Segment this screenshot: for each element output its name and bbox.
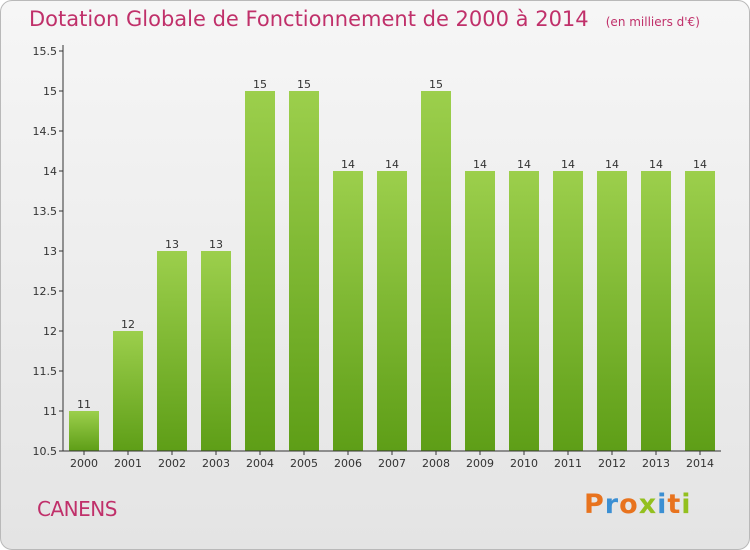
x-tick-label-2013: 2013 (642, 457, 670, 470)
value-label-2012: 14 (605, 158, 619, 171)
bar-group (69, 91, 715, 451)
y-tick-label-11.5: 11.5 (33, 365, 58, 378)
bar-2011 (553, 171, 583, 451)
x-tick-label-2011: 2011 (554, 457, 582, 470)
value-label-2014: 14 (693, 158, 707, 171)
y-tick-label-11: 11 (43, 405, 57, 418)
logo-letter: P (584, 489, 605, 520)
x-tick-label-2010: 2010 (510, 457, 538, 470)
axes: 2000 2001 2002 2003 2004 2005 2006 2007 2008 2009… (33, 45, 721, 470)
bar-2009 (465, 171, 495, 451)
bar-2006 (333, 171, 363, 451)
bar-2004 (245, 91, 275, 451)
value-label-2008: 15 (429, 78, 443, 91)
y-tick-label-13.5: 13.5 (33, 205, 58, 218)
x-tick-label-2000: 2000 (70, 457, 98, 470)
x-tick-label-2004: 2004 (246, 457, 274, 470)
value-label-2013: 14 (649, 158, 663, 171)
logo-letter: i (657, 489, 668, 520)
y-tick-label-15.5: 15.5 (33, 45, 58, 58)
value-label-2000: 11 (77, 398, 91, 411)
logo-letter: o (619, 489, 639, 520)
x-tick-label-2003: 2003 (202, 457, 230, 470)
x-tick-label-2005: 2005 (290, 457, 318, 470)
bar-2014 (685, 171, 715, 451)
value-label-2007: 14 (385, 158, 399, 171)
y-tick-label-13: 13 (43, 245, 57, 258)
title-row: Dotation Globale de Fonctionnement de 20… (29, 7, 700, 31)
bar-2007 (377, 171, 407, 451)
bar-2013 (641, 171, 671, 451)
logo-letter: x (638, 489, 658, 520)
x-tick-label-2006: 2006 (334, 457, 362, 470)
y-tick-label-12.5: 12.5 (33, 285, 58, 298)
value-label-2006: 14 (341, 158, 355, 171)
value-label-2004: 15 (253, 78, 267, 91)
bar-2001 (113, 331, 143, 451)
bar-2005 (289, 91, 319, 451)
value-label-2010: 14 (517, 158, 531, 171)
bar-2008 (421, 91, 451, 451)
value-label-2003: 13 (209, 238, 223, 251)
y-tick-label-12: 12 (43, 325, 57, 338)
y-tick-label-15: 15 (43, 85, 57, 98)
value-label-2001: 12 (121, 318, 135, 331)
x-tick-label-2012: 2012 (598, 457, 626, 470)
x-tick-label-2014: 2014 (686, 457, 714, 470)
chart-title: Dotation Globale de Fonctionnement de 20… (29, 7, 589, 31)
proxiti-logo[interactable]: Proxiti (584, 489, 692, 520)
y-tick-label-14.5: 14.5 (33, 125, 58, 138)
y-tick-label-14: 14 (43, 165, 57, 178)
bar-2002 (157, 251, 187, 451)
value-label-2002: 13 (165, 238, 179, 251)
value-label-2011: 14 (561, 158, 575, 171)
bar-2003 (201, 251, 231, 451)
bar-2012 (597, 171, 627, 451)
logo-letter: t (667, 489, 682, 520)
x-tick-label-2009: 2009 (466, 457, 494, 470)
logo-letter: r (604, 489, 620, 520)
chart-unit: (en milliers d'€) (605, 15, 700, 29)
x-tick-label-2008: 2008 (422, 457, 450, 470)
commune-name: CANENS (37, 497, 117, 521)
x-tick-label-2007: 2007 (378, 457, 406, 470)
x-tick-label-2001: 2001 (114, 457, 142, 470)
value-label-2005: 15 (297, 78, 311, 91)
x-tick-label-2002: 2002 (158, 457, 186, 470)
value-label-2009: 14 (473, 158, 487, 171)
logo-letter: i (681, 489, 692, 520)
bar-2000 (69, 411, 99, 451)
y-tick-label-10.5: 10.5 (33, 445, 58, 458)
bar-2010 (509, 171, 539, 451)
value-label-group: 11 12 13 13 15 15 14 14 15 14 14 14 14 14 14 (77, 78, 707, 411)
